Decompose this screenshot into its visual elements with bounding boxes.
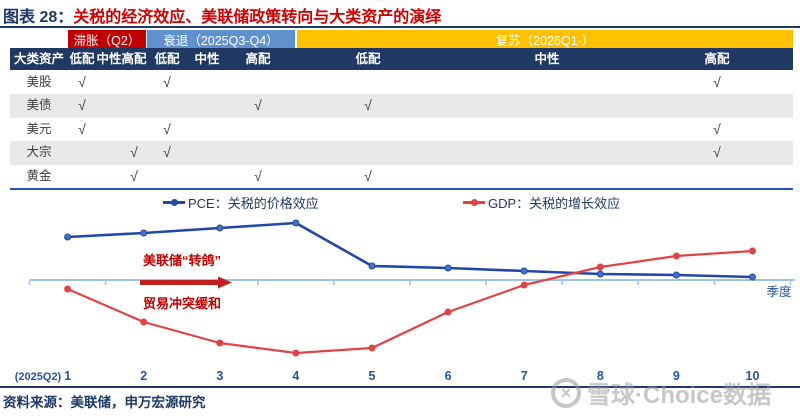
allocation-table-header: 大类资产 低配 中性 高配 低配 中性 高配 低配 中性 高配 — [10, 48, 793, 70]
xueqiu-logo-icon: × — [551, 377, 581, 408]
pce-point-8 — [596, 270, 604, 278]
asset-label: 黄金 — [26, 168, 52, 183]
check-mark: √ — [130, 167, 138, 184]
phase-bar: 滞胀（Q2） 衰退（2025Q3-Q4） 复苏（2026Q1-） — [0, 30, 800, 48]
check-mark: √ — [78, 73, 86, 90]
x-axis-title: 季度 — [766, 284, 792, 299]
pce-line — [67, 221, 753, 279]
check-mark: √ — [713, 144, 721, 161]
source-note: 资料来源：美联储，申万宏源研究 — [3, 395, 206, 410]
col-label-phase2-3: 高配 — [245, 52, 271, 66]
x-tick-label-8: 8 — [597, 369, 604, 383]
pce-point-6 — [444, 264, 452, 272]
phase-cell-2: 衰退（2025Q3-Q4） — [147, 30, 295, 48]
check-mark: √ — [254, 97, 262, 114]
phase-cell-3: 复苏（2026Q1-） — [297, 30, 793, 48]
pce-point-4 — [292, 219, 300, 227]
x-tick-label-7: 7 — [521, 369, 528, 383]
check-mark: √ — [254, 167, 262, 184]
legend-marker-icon — [163, 199, 185, 205]
col-label-phase1-2: 中性 — [96, 52, 122, 66]
x-tick-label-2: 2 — [140, 369, 147, 383]
gdp-point-4 — [292, 349, 300, 357]
x-tick-label-10: 10 — [746, 369, 760, 383]
watermark-text: 雪球·Choice数据 — [587, 382, 772, 409]
annotation-fed-dovish: 美联储“转鸽” — [143, 253, 221, 268]
pce-point-10 — [749, 273, 756, 281]
gdp-point-5 — [368, 344, 376, 352]
check-mark: √ — [163, 73, 171, 90]
gdp-point-7 — [520, 281, 528, 289]
phase-cell-1: 滞胀（Q2） — [68, 30, 146, 48]
x-tick-label-6: 6 — [445, 369, 452, 383]
x-first-tick-note: (2025Q2) — [15, 371, 62, 383]
pce-point-2 — [140, 229, 148, 237]
pce-point-7 — [520, 267, 528, 275]
table-row-美股: 美股 √ √ √ — [10, 71, 793, 95]
x-tick-label-4: 4 — [292, 369, 299, 383]
table-bottom-border — [10, 188, 793, 190]
check-mark: √ — [364, 97, 372, 114]
check-mark: √ — [163, 144, 171, 161]
watermark: × 雪球·Choice数据 — [551, 375, 771, 410]
check-mark: √ — [130, 144, 138, 161]
chart-legend: PCE：关税的价格效应 GDP：关税的增长效应 — [0, 194, 800, 211]
col-label-phase3-1: 低配 — [355, 52, 381, 66]
check-mark: √ — [713, 120, 721, 137]
col-label-phase1-3: 高配 — [121, 52, 147, 66]
legend-item-pce: PCE：关税的价格效应 — [163, 194, 319, 211]
gdp-point-9 — [672, 252, 680, 260]
asset-label: 美元 — [26, 121, 52, 136]
gdp-point-8 — [596, 263, 604, 271]
gdp-point-2 — [140, 318, 148, 326]
title-underline — [0, 26, 800, 28]
x-tick-label-5: 5 — [369, 369, 376, 383]
pce-point-1 — [64, 233, 72, 241]
col-label-phase2-1: 低配 — [154, 52, 180, 66]
pce-point-5 — [368, 262, 376, 270]
check-mark: √ — [364, 167, 372, 184]
x-tick-label-3: 3 — [216, 369, 223, 383]
table-row-大宗: 大宗 √ √ √ — [10, 141, 793, 165]
x-tick-label-9: 9 — [673, 369, 680, 383]
pce-point-9 — [672, 271, 680, 279]
table-row-美元: 美元 √ √ √ — [10, 118, 793, 142]
asset-label: 美股 — [26, 74, 52, 89]
figure-title: 图表 28：关税的经济效应、美联储政策转向与大类资产的演绎 — [3, 3, 441, 27]
check-mark: √ — [78, 120, 86, 137]
tariff-effect-line-chart: 美联储“转鸽” 贸易冲突缓和 1 2 3 4 5 6 7 8 9 10 (2025Q2) 季度 — [15, 219, 795, 383]
gdp-point-6 — [444, 308, 452, 316]
col-label-phase2-2: 中性 — [194, 52, 220, 66]
col-label-phase3-2: 中性 — [534, 52, 560, 66]
col-label-phase1-1: 低配 — [69, 52, 95, 66]
gdp-point-1 — [64, 285, 72, 293]
pce-point-3 — [216, 224, 224, 232]
legend-label: GDP：关税的增长效应 — [488, 196, 621, 211]
check-mark: √ — [78, 97, 86, 114]
check-mark: √ — [163, 120, 171, 137]
legend-marker-icon — [463, 199, 485, 205]
check-mark: √ — [713, 73, 721, 90]
legend-label: PCE：关税的价格效应 — [188, 196, 319, 211]
col-label-phase3-3: 高配 — [704, 52, 730, 66]
gdp-line — [67, 249, 753, 355]
gdp-point-10 — [749, 247, 756, 255]
asset-label: 美债 — [26, 98, 52, 113]
x-tick-label-1: 1 — [64, 369, 71, 383]
footer-divider — [0, 386, 800, 388]
annotation-trade-ease: 贸易冲突缓和 — [143, 296, 221, 311]
gdp-point-3 — [216, 339, 224, 347]
figure-number: 图表 28： — [3, 9, 74, 26]
table-row-美债: 美债 √ √ √ — [10, 94, 793, 118]
figure-title-text: 关税的经济效应、美联储政策转向与大类资产的演绎 — [73, 9, 442, 26]
legend-item-gdp: GDP：关税的增长效应 — [463, 194, 620, 211]
table-row-黄金: 黄金 √ √ √ — [10, 165, 793, 189]
asset-label: 大宗 — [26, 145, 52, 160]
corner-label: 大类资产 — [13, 52, 65, 66]
